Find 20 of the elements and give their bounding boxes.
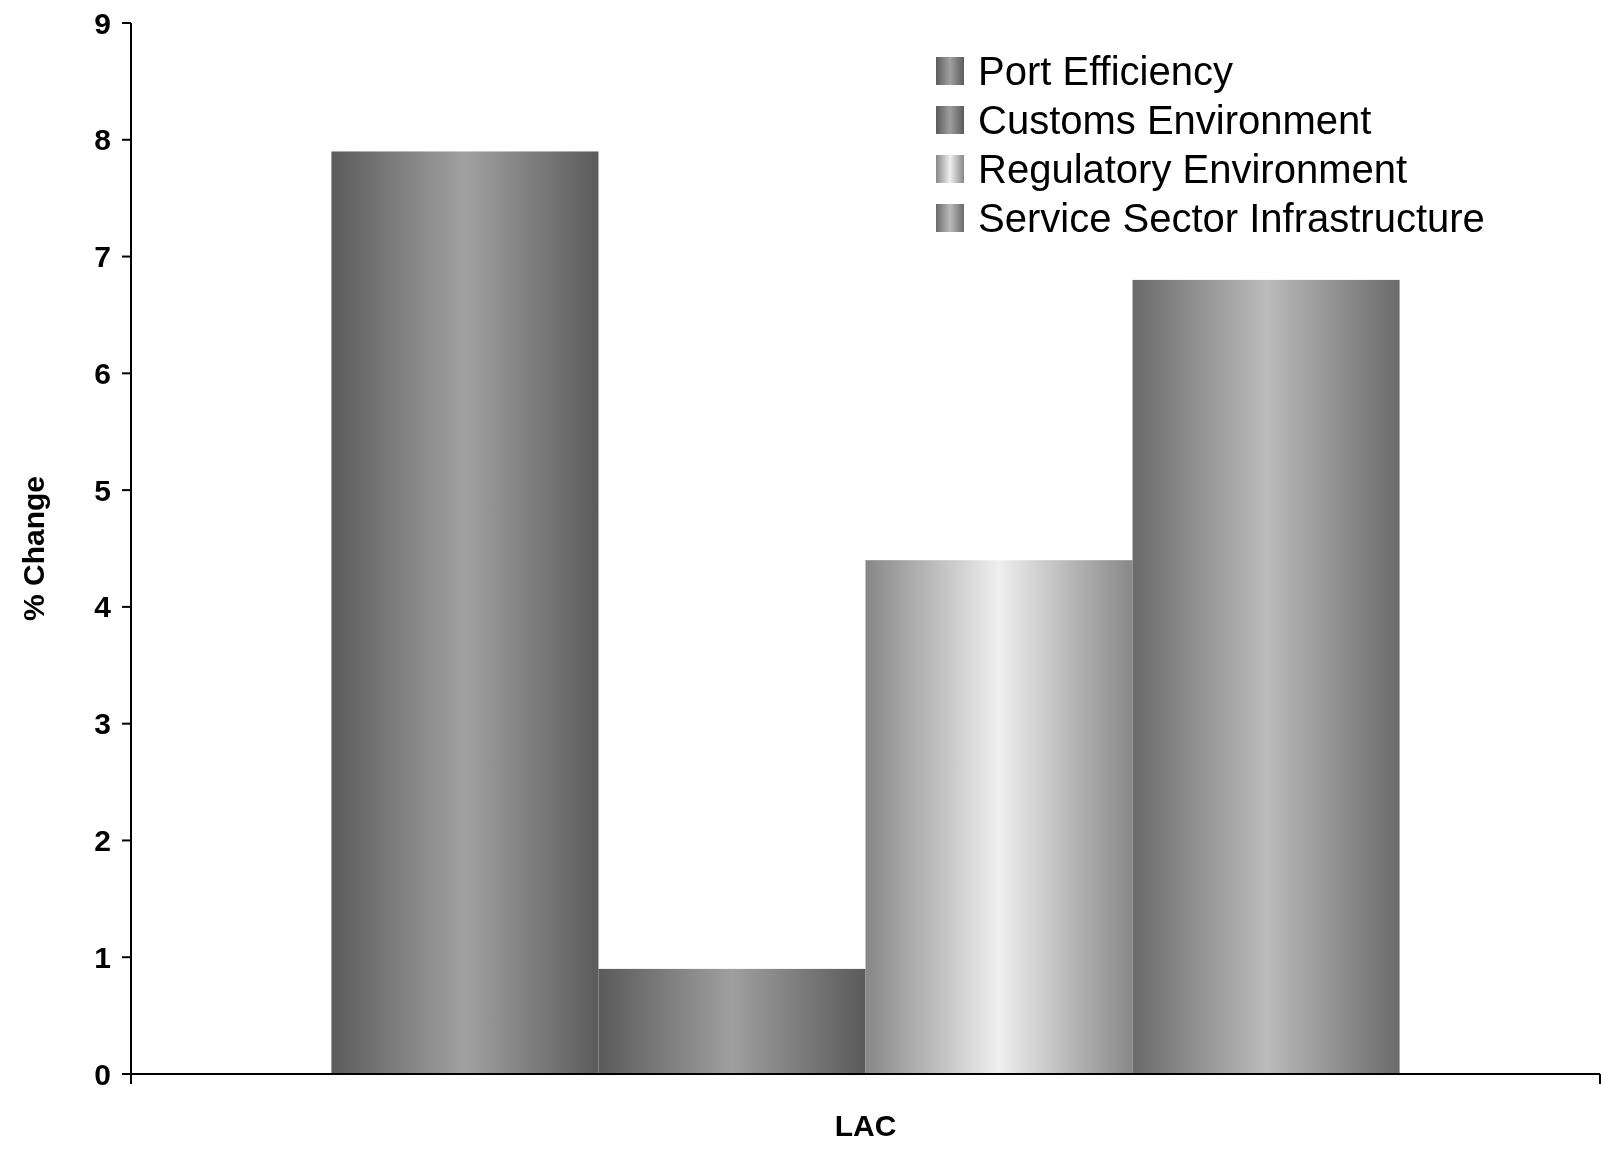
legend-label: Service Sector Infrastructure xyxy=(978,196,1485,240)
y-tick-label: 5 xyxy=(94,473,111,507)
bar xyxy=(598,968,866,1074)
bar xyxy=(331,151,599,1074)
y-tick-label: 0 xyxy=(94,1057,111,1091)
y-tick-label: 9 xyxy=(94,6,111,40)
y-axis-title: % Change xyxy=(17,475,50,622)
y-tick-label: 8 xyxy=(94,123,111,157)
y-tick-label: 1 xyxy=(94,940,111,974)
y-tick-label: 3 xyxy=(94,707,111,741)
legend-label: Port Efficiency xyxy=(978,49,1233,93)
legend-label: Customs Environment xyxy=(978,98,1372,142)
x-tick-label: LAC xyxy=(834,1109,897,1142)
legend-label: Regulatory Environment xyxy=(978,147,1408,191)
y-tick-label: 4 xyxy=(94,590,112,624)
bar xyxy=(1132,279,1400,1074)
y-tick-label: 6 xyxy=(94,356,111,390)
y-tick-label: 7 xyxy=(94,240,111,274)
y-tick-label: 2 xyxy=(94,823,111,857)
bar xyxy=(865,560,1133,1074)
